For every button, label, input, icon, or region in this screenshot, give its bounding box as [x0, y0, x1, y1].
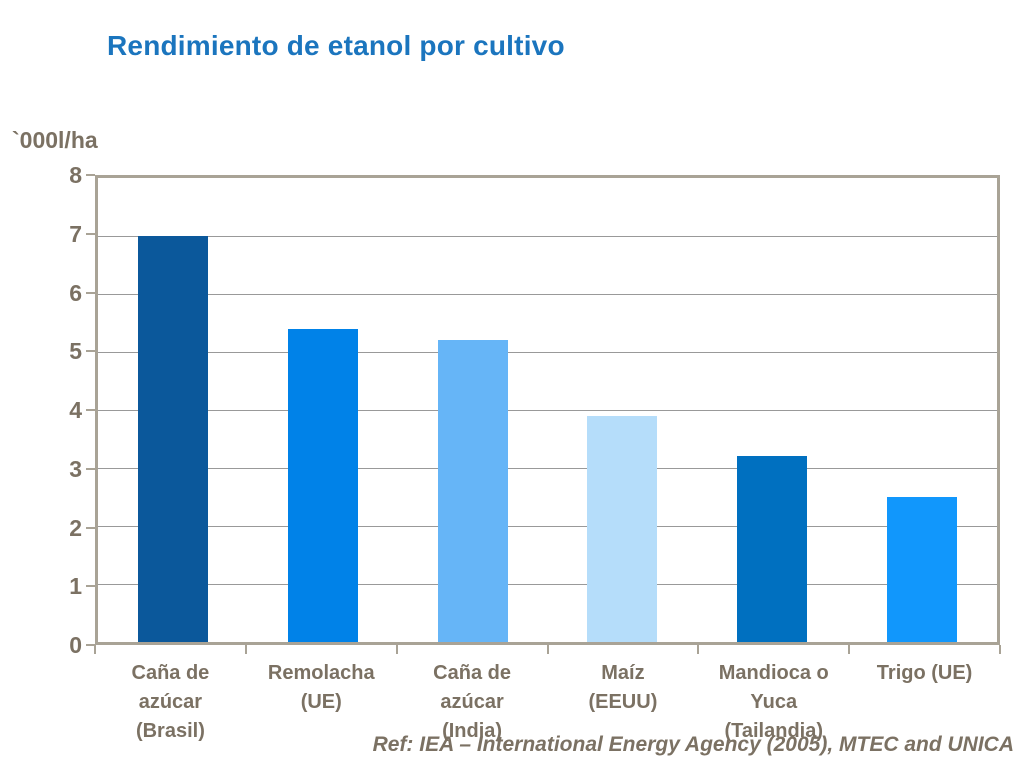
x-axis-tick-1 — [244, 645, 247, 654]
y-tick-label-5: 5 — [69, 338, 82, 365]
x-axis-tick-4 — [697, 645, 700, 654]
x-category-label-line: Caña de — [433, 662, 511, 684]
gridline-4 — [98, 410, 997, 411]
x-category-label-line: (UE) — [300, 691, 342, 713]
y-tick-label-1: 1 — [69, 573, 82, 600]
x-axis-tick-2 — [395, 645, 398, 654]
y-axis-tick-1 — [86, 585, 95, 588]
x-category-label-line: Caña de — [131, 662, 210, 684]
x-category-label-line: (India) — [442, 720, 503, 742]
x-category-label-2: Remolacha (UE) — [246, 659, 397, 717]
bar-3-ca-a-de-az-car-india- — [437, 340, 508, 642]
gridline-7 — [98, 236, 997, 237]
y-tick-label-7: 7 — [69, 220, 82, 247]
y-tick-label-3: 3 — [69, 455, 82, 482]
bar-4-ma-z-eeuu- — [587, 415, 658, 642]
x-category-label-4: Maíz (EEUU) — [548, 659, 699, 717]
y-axis-tick-8 — [86, 174, 95, 176]
chart-title: Rendimiento de etanol por cultivo — [107, 30, 565, 61]
x-category-label-line: Mandioca o — [718, 662, 829, 684]
y-axis-tick-7 — [86, 232, 95, 235]
y-axis-unit-label: `000l/ha — [12, 127, 98, 153]
x-category-label-line: azúcar — [138, 691, 203, 713]
x-axis-tick-0 — [94, 645, 96, 654]
x-category-label-3: Caña de azúcar (India) — [397, 659, 548, 746]
y-axis-tick-2 — [86, 526, 95, 529]
bar-6-trigo-ue- — [887, 497, 958, 642]
y-axis-tick-6 — [86, 291, 95, 294]
y-axis-tick-3 — [86, 467, 95, 470]
x-category-label-line: (Brasil) — [135, 720, 205, 742]
x-axis-tick-5 — [848, 645, 851, 654]
y-axis-tick-5 — [86, 350, 95, 353]
x-axis-tick-3 — [546, 645, 549, 654]
gridline-2 — [98, 526, 997, 527]
y-tick-label-8: 8 — [69, 162, 82, 188]
gridline-5 — [98, 352, 997, 353]
x-category-label-line: azúcar — [440, 691, 504, 713]
gridline-1 — [98, 584, 997, 585]
plot-area — [95, 175, 1000, 645]
x-category-label-line: Remolacha — [267, 662, 375, 684]
x-category-label-line: Maíz — [601, 662, 645, 684]
y-axis-tick-4 — [86, 409, 95, 411]
x-category-label-1: Caña de azúcar (Brasil) — [95, 659, 246, 746]
y-tick-label-6: 6 — [69, 279, 82, 306]
x-category-label-line: (EEUU) — [588, 691, 658, 713]
bar-2-remolacha-ue- — [287, 328, 358, 642]
x-category-label-line: Trigo (UE) — [876, 662, 973, 684]
x-axis-tick-6 — [999, 645, 1001, 654]
x-category-label-line: (Tailandia) — [724, 720, 823, 742]
y-tick-label-0: 0 — [69, 632, 82, 658]
reference-note: Ref: IEA – International Energy Agency (… — [372, 733, 1014, 756]
y-tick-label-2: 2 — [69, 514, 82, 541]
y-tick-label-4: 4 — [69, 397, 82, 423]
bar-5-mandioca-o-yuca-tailandia- — [737, 456, 808, 642]
gridline-3 — [98, 468, 997, 469]
x-category-label-line: Yuca — [750, 691, 798, 713]
x-category-label-6: Trigo (UE) — [849, 659, 1000, 688]
x-category-label-5: Mandioca o Yuca (Tailandia) — [698, 659, 849, 746]
gridline-6 — [98, 294, 997, 295]
y-axis-tick-0 — [86, 644, 95, 646]
bar-1-ca-a-de-az-car-brasil- — [137, 236, 208, 642]
